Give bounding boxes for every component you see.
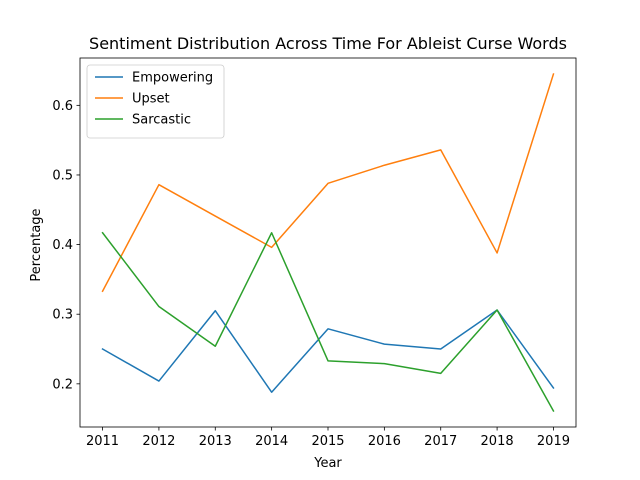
legend-label-upset: Upset [132, 92, 170, 107]
x-tick-label: 2019 [537, 434, 570, 449]
y-tick-label: 0.2 [52, 377, 73, 392]
x-tick-label: 2018 [481, 434, 514, 449]
x-axis-title: Year [313, 456, 342, 471]
series-line-sarcastic [101, 231, 555, 413]
x-tick-label: 2012 [142, 434, 175, 449]
chart-title: Sentiment Distribution Across Time For A… [89, 34, 567, 53]
series-line-empowering [101, 309, 555, 393]
legend-label-empowering: Empowering [132, 71, 213, 86]
x-tick-label: 2015 [311, 434, 344, 449]
x-tick-label: 2016 [368, 434, 401, 449]
y-tick-label: 0.5 [52, 168, 73, 183]
y-tick-label: 0.6 [52, 99, 73, 114]
x-tick-label: 2013 [199, 434, 232, 449]
x-tick-label: 2014 [255, 434, 288, 449]
y-axis-title: Percentage [29, 208, 44, 281]
series-line-upset [101, 73, 555, 293]
y-tick-label: 0.3 [52, 308, 73, 323]
plot-area: 2011 2012 2013 2014 2015 2016 2017 2018 2019 0.2 0… [52, 57, 577, 449]
legend-label-sarcastic: Sarcastic [132, 113, 191, 128]
x-tick-label: 2011 [86, 434, 119, 449]
x-tick-label: 2017 [424, 434, 457, 449]
legend: Empowering Upset Sarcastic [86, 64, 225, 139]
y-tick-label: 0.4 [52, 238, 73, 253]
